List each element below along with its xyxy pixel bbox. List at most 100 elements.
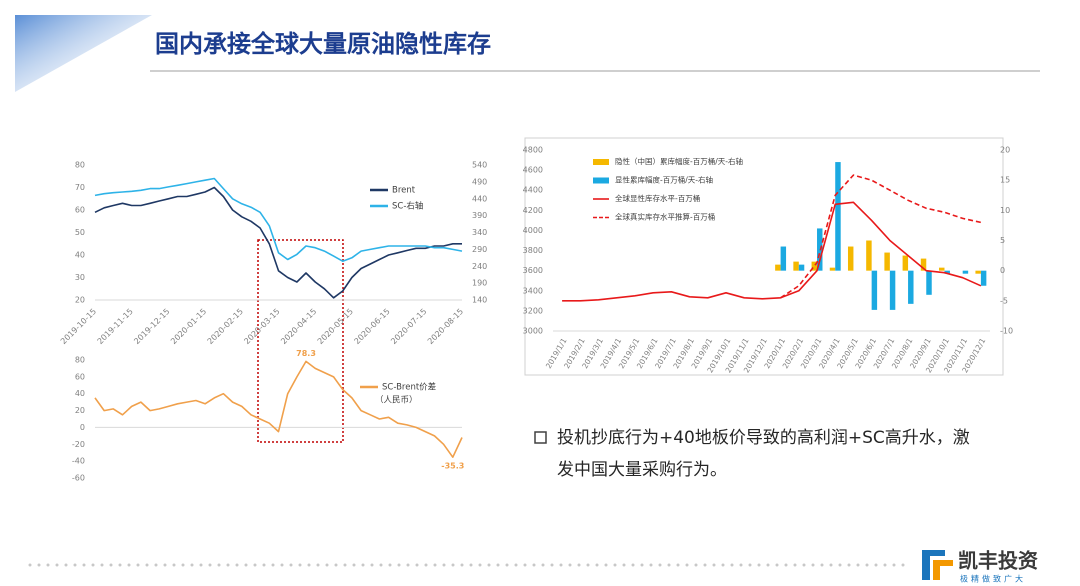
y2-tick-label: 490 xyxy=(472,177,487,186)
series-line xyxy=(94,360,463,458)
bar xyxy=(944,270,950,274)
y-tick-label: 50 xyxy=(75,228,85,237)
x-tick-label: 2020-04-15 xyxy=(279,307,318,346)
logo-name: 凯丰投资 xyxy=(958,549,1038,573)
legend-swatch xyxy=(593,159,609,165)
bullet-text: 发中国大量采购行为。 xyxy=(557,460,727,480)
y-tick-label: 3200 xyxy=(523,306,543,315)
y-tick-label: -20 xyxy=(72,440,85,449)
annotation: （人民币） xyxy=(375,395,418,406)
y2-tick-label: 5 xyxy=(1000,236,1005,245)
legend-label: Brent xyxy=(392,186,416,196)
y-tick-label: 3400 xyxy=(523,286,543,295)
bar xyxy=(811,261,818,271)
y2-tick-label: 10 xyxy=(1000,206,1010,215)
y-tick-label: 80 xyxy=(75,161,85,170)
bullet-text: 投机抄底行为+40地板价导致的高利润+SC高升水，激 xyxy=(557,428,970,448)
bar xyxy=(920,258,927,271)
bar xyxy=(884,252,890,271)
y-tick-label: 20 xyxy=(75,296,85,305)
y2-tick-label: 440 xyxy=(472,194,487,203)
y-tick-label: 20 xyxy=(75,406,85,415)
y2-tick-label: -10 xyxy=(1000,327,1013,336)
y-tick-label: -60 xyxy=(72,474,85,483)
bar xyxy=(939,267,945,271)
y2-tick-label: 240 xyxy=(472,262,487,271)
y2-tick-label: 540 xyxy=(472,161,487,170)
bar xyxy=(871,270,878,310)
bar xyxy=(847,246,854,271)
bar xyxy=(908,270,914,304)
bullet-icon xyxy=(534,431,547,444)
y-tick-label: 30 xyxy=(75,273,85,282)
legend-label: 全球真实库存水平推算-百万桶 xyxy=(615,212,715,222)
legend-label: 隐性（中国）累库幅度-百万桶/天-右轴 xyxy=(615,156,743,166)
y2-tick-label: 140 xyxy=(472,296,487,305)
y-tick-label: 3000 xyxy=(523,327,543,336)
bar xyxy=(962,270,969,274)
legend-label: 全球显性库存水平-百万桶 xyxy=(615,193,700,203)
bar xyxy=(793,261,799,271)
y-tick-label: 60 xyxy=(75,372,85,381)
legend-label: SC-Brent价差 xyxy=(382,382,436,393)
y-tick-label: 40 xyxy=(75,389,85,398)
logo-mark xyxy=(922,550,945,580)
highlight-box xyxy=(257,239,344,443)
x-tick-label: 2020-08-15 xyxy=(426,307,465,346)
series-line xyxy=(94,186,462,299)
x-tick-label: 2020-06-15 xyxy=(353,307,392,346)
x-tick-label: 2020-05-15 xyxy=(316,307,355,346)
x-tick-label: 2019-11-15 xyxy=(96,307,135,346)
bar xyxy=(902,255,909,271)
x-tick-label: 2019-12-15 xyxy=(132,307,171,346)
legend-label: 显性累库幅度-百万桶/天-右轴 xyxy=(615,175,713,185)
y-tick-label: 60 xyxy=(75,206,85,215)
y-tick-label: 4600 xyxy=(523,166,543,175)
series-line xyxy=(94,177,463,262)
bar xyxy=(775,264,781,271)
bar xyxy=(835,162,841,271)
bar xyxy=(975,270,981,274)
y-tick-label: 3600 xyxy=(523,266,543,275)
y2-tick-label: 390 xyxy=(472,211,487,220)
logo-icon xyxy=(922,550,953,580)
y2-tick-label: -5 xyxy=(1000,296,1008,305)
y2-tick-label: 340 xyxy=(472,228,487,237)
y-tick-label: 80 xyxy=(75,356,85,365)
data-label: -35.3 xyxy=(441,462,464,471)
y2-tick-label: 190 xyxy=(472,279,487,288)
x-tick-label: 2020-07-15 xyxy=(389,307,428,346)
y-tick-label: 4200 xyxy=(523,206,543,215)
y2-tick-label: 290 xyxy=(472,245,487,254)
bar xyxy=(926,270,932,295)
series-line xyxy=(780,174,982,299)
slide-title: 国内承接全球大量原油隐性库存 xyxy=(155,30,491,58)
x-tick-label: 2020-02-15 xyxy=(206,307,245,346)
logo-slogan: 极精做致广大 xyxy=(960,574,1026,584)
x-tick-label: 2019-10-15 xyxy=(59,307,98,346)
bar xyxy=(980,270,987,286)
y-tick-label: 4000 xyxy=(523,226,543,235)
y-tick-label: -40 xyxy=(72,457,85,466)
x-tick-label: 2020-03-15 xyxy=(242,307,281,346)
y2-tick-label: 15 xyxy=(1000,176,1010,185)
decor-wedge xyxy=(15,15,152,92)
bar xyxy=(829,267,836,271)
bar xyxy=(889,270,896,310)
legend-label: SC-右轴 xyxy=(392,201,423,212)
x-tick-label: 2020-01-15 xyxy=(169,307,208,346)
chart-frame xyxy=(524,137,1004,376)
y-tick-label: 0 xyxy=(80,423,85,432)
series-line xyxy=(562,201,982,302)
legend-swatch xyxy=(593,177,609,184)
y-tick-label: 40 xyxy=(75,251,85,260)
data-label: 78.3 xyxy=(296,349,316,358)
bar xyxy=(798,264,805,271)
y2-tick-label: 20 xyxy=(1000,146,1010,155)
y-tick-label: 4400 xyxy=(523,186,543,195)
bar xyxy=(866,240,872,271)
y2-tick-label: 0 xyxy=(1000,266,1005,275)
y-tick-label: 70 xyxy=(75,183,85,192)
bar xyxy=(780,246,787,271)
